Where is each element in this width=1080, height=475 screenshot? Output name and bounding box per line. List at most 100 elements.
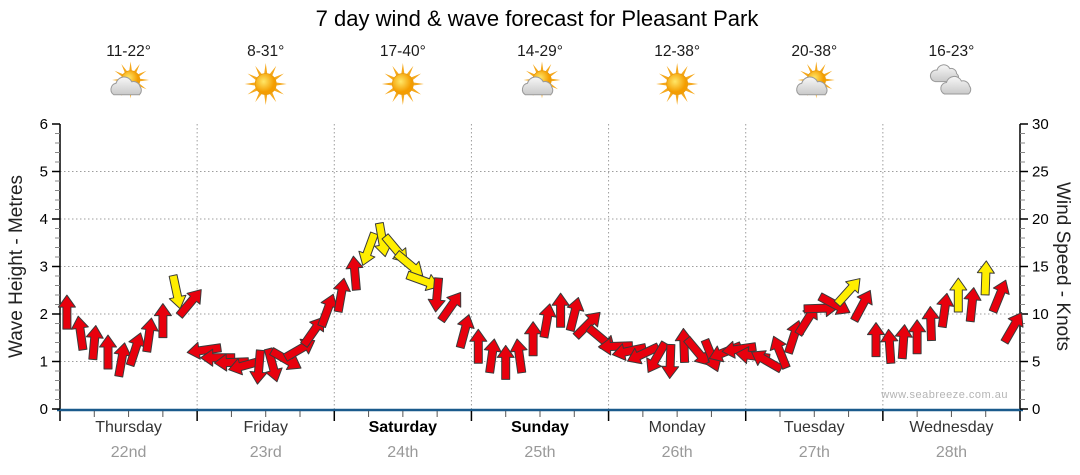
wind-arrow <box>908 319 927 355</box>
wind-arrow <box>524 321 543 357</box>
left-axis-tick-label: 1 <box>40 354 48 371</box>
wind-arrow <box>988 279 1010 314</box>
sun-rays-icon <box>656 63 699 105</box>
day-name-label: Saturday <box>369 419 438 436</box>
wind-arrow <box>469 328 488 364</box>
right-axis-tick-label: 0 <box>1032 401 1040 418</box>
wind-arrow <box>437 291 462 324</box>
day-date-label: 22nd <box>111 444 147 461</box>
watermark: www.seabreeze.com.au <box>881 389 1008 401</box>
wind-arrow <box>572 311 601 340</box>
right-axis-tick-label: 15 <box>1032 259 1049 276</box>
wind-arrow <box>333 277 351 313</box>
wind-arrow <box>551 292 570 328</box>
sun-disc-icon <box>254 73 277 95</box>
right-axis-tick-label: 10 <box>1032 306 1049 323</box>
wind-arrow <box>921 306 940 342</box>
temperature-range-label: 17-40° <box>380 43 426 60</box>
sun-cloud-icon <box>796 61 835 99</box>
wind-arrow <box>455 314 475 350</box>
wind-arrow <box>345 255 364 291</box>
sun-disc-icon <box>391 73 414 95</box>
wind-arrow <box>963 287 982 323</box>
left-axis-tick-label: 0 <box>40 401 48 418</box>
wind-arrow <box>611 343 648 361</box>
wind-arrow <box>936 292 955 329</box>
day-date-label: 24th <box>387 444 418 461</box>
wind-arrow <box>976 260 995 296</box>
temperature-range-label: 14-29° <box>517 43 563 60</box>
wind-arrow <box>565 297 585 332</box>
wind-arrow <box>538 303 557 339</box>
wind-arrow <box>867 322 885 358</box>
wind-arrow <box>483 338 502 374</box>
wind-arrow <box>358 231 379 266</box>
right-axis-tick-label: 30 <box>1032 116 1049 133</box>
day-date-label: 25th <box>524 444 555 461</box>
wind-arrow <box>175 289 202 319</box>
cloud-icon <box>110 76 142 96</box>
wind-arrow <box>405 270 440 291</box>
day-date-label: 27th <box>799 444 830 461</box>
wind-arrow <box>894 324 913 360</box>
wind-arrow <box>850 289 873 323</box>
temperature-range-label: 8-31° <box>247 43 284 60</box>
day-name-label: Sunday <box>511 419 569 436</box>
right-axis-tick-label: 20 <box>1032 211 1049 228</box>
day-name-label: Thursday <box>95 419 162 436</box>
wind-arrow <box>509 338 528 374</box>
wind-arrow <box>769 335 791 370</box>
sun-rays-icon <box>381 63 424 105</box>
wind-arrow <box>646 340 670 373</box>
cloud-icon <box>521 76 554 96</box>
left-axis-tick-label: 2 <box>40 306 48 323</box>
temperature-range-label: 16-23° <box>929 43 975 60</box>
sun-cloud-icon <box>521 61 561 99</box>
day-name-label: Friday <box>243 419 287 436</box>
cloud-icon <box>796 76 828 96</box>
wind-arrow <box>949 277 968 313</box>
wind-arrow <box>880 328 899 365</box>
day-name-label: Monday <box>649 419 706 436</box>
left-axis-tick-label: 6 <box>40 116 48 133</box>
day-date-label: 28th <box>936 444 967 461</box>
wind-arrow <box>427 277 446 313</box>
wind-arrow <box>1000 312 1024 345</box>
temperature-range-label: 20-38° <box>791 43 837 60</box>
wind-arrow <box>168 274 187 310</box>
sun-rays-icon <box>244 63 287 105</box>
wind-arrow <box>496 344 515 380</box>
day-name-label: Wednesday <box>909 419 993 436</box>
left-axis-tick-label: 3 <box>40 259 48 276</box>
right-axis-tick-label: 25 <box>1032 164 1049 181</box>
cloud-front-icon <box>940 75 972 95</box>
wind-arrow <box>833 278 861 308</box>
wind-arrow <box>186 341 222 360</box>
temperature-range-label: 12-38° <box>654 43 700 60</box>
wind-arrow <box>85 325 104 361</box>
left-axis-tick-label: 4 <box>40 211 48 228</box>
wind-arrow <box>70 315 89 351</box>
wind-arrow <box>263 347 283 383</box>
wind-arrow <box>99 334 117 370</box>
wind-speed-axis-label: Wind Speed - Knots <box>1052 182 1073 351</box>
wind-arrow <box>57 294 76 330</box>
wind-arrow <box>153 303 172 339</box>
wind-arrow <box>200 348 236 367</box>
wind-arrow <box>140 317 159 353</box>
wind-arrow <box>661 343 680 379</box>
clouds-icon <box>929 64 972 95</box>
sun-icon <box>656 63 699 105</box>
wind-arrow <box>721 340 757 359</box>
day-name-label: Tuesday <box>784 419 845 436</box>
wind-arrow <box>597 337 634 356</box>
page-title: 7 day wind & wave forecast for Pleasant … <box>315 6 759 31</box>
temperature-range-label: 11-22° <box>106 43 151 60</box>
sun-icon <box>381 63 424 105</box>
sun-icon <box>244 63 287 105</box>
sun-cloud-icon <box>110 61 150 99</box>
day-date-label: 23rd <box>250 444 282 461</box>
sun-disc-icon <box>666 73 689 95</box>
wind-arrow <box>751 350 784 374</box>
